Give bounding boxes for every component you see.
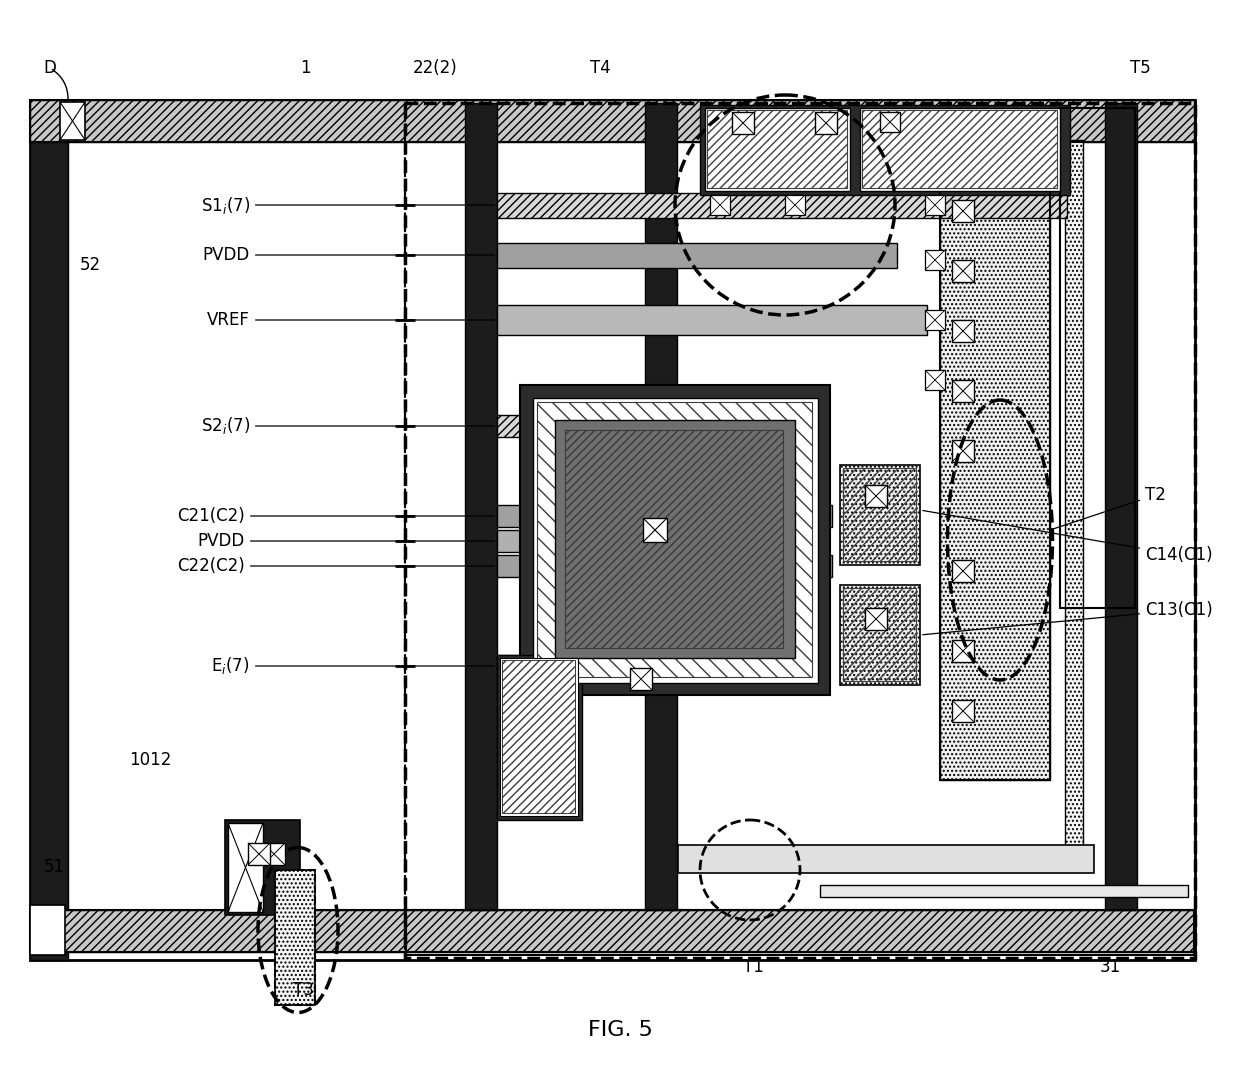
Bar xyxy=(580,660,720,682)
Text: FIG. 5: FIG. 5 xyxy=(588,1020,652,1040)
Bar xyxy=(497,415,722,437)
Text: S1$_i$(7): S1$_i$(7) xyxy=(201,195,495,216)
Bar xyxy=(940,140,1050,780)
Bar xyxy=(925,195,945,215)
Bar xyxy=(952,200,973,222)
Bar xyxy=(500,659,578,816)
Text: 1: 1 xyxy=(300,59,310,77)
Bar xyxy=(711,195,730,215)
Text: 51: 51 xyxy=(43,858,64,876)
Text: PVDD: PVDD xyxy=(203,246,495,264)
Text: T4: T4 xyxy=(590,59,610,77)
Bar xyxy=(405,103,1195,958)
Bar xyxy=(30,905,64,955)
Bar xyxy=(866,485,887,507)
Bar xyxy=(839,585,920,685)
Bar xyxy=(30,910,1195,952)
Bar xyxy=(497,243,897,268)
Bar xyxy=(862,110,1056,188)
Text: VREF: VREF xyxy=(207,311,495,329)
Bar xyxy=(1065,140,1083,859)
Bar xyxy=(843,588,916,681)
Bar xyxy=(520,385,830,695)
Bar xyxy=(732,112,754,134)
Bar xyxy=(678,845,1094,873)
Bar xyxy=(952,320,973,342)
Bar xyxy=(30,910,1195,952)
Text: C22(C2): C22(C2) xyxy=(177,557,495,575)
Bar xyxy=(880,112,900,131)
Bar xyxy=(1060,108,1135,608)
Bar xyxy=(843,468,916,561)
Text: T3: T3 xyxy=(293,981,314,1000)
Bar xyxy=(497,655,582,820)
Text: 1012: 1012 xyxy=(129,752,171,769)
Bar xyxy=(706,108,849,191)
Bar xyxy=(497,655,746,677)
Bar xyxy=(497,555,832,577)
Bar xyxy=(952,379,973,402)
Bar xyxy=(820,885,1188,897)
Bar xyxy=(644,518,667,542)
Text: D: D xyxy=(43,59,57,77)
Bar xyxy=(556,420,795,659)
Text: S2$_i$(7): S2$_i$(7) xyxy=(201,416,495,436)
Bar xyxy=(645,103,677,910)
Bar xyxy=(30,100,1195,142)
Bar xyxy=(228,823,263,912)
Bar xyxy=(952,440,973,462)
Bar xyxy=(275,870,315,1005)
Bar xyxy=(497,530,742,552)
Bar xyxy=(405,910,1194,955)
Text: C21(C2): C21(C2) xyxy=(177,507,495,525)
Bar xyxy=(630,668,652,690)
Text: 52: 52 xyxy=(79,255,100,274)
Bar xyxy=(952,700,973,722)
Bar xyxy=(925,250,945,270)
Text: C13(C1): C13(C1) xyxy=(923,601,1213,635)
Bar xyxy=(952,640,973,662)
Bar xyxy=(866,608,887,630)
Bar xyxy=(1105,103,1137,910)
Bar xyxy=(60,102,86,140)
Bar xyxy=(925,310,945,330)
Bar xyxy=(537,402,812,677)
Bar xyxy=(707,110,847,188)
Bar xyxy=(861,108,1060,191)
Bar xyxy=(925,370,945,390)
Text: T1: T1 xyxy=(743,958,764,976)
Bar xyxy=(839,465,920,566)
Bar xyxy=(224,820,300,915)
Text: C14(C1): C14(C1) xyxy=(923,511,1213,564)
Text: 31: 31 xyxy=(1100,958,1121,976)
Bar xyxy=(815,112,837,134)
Bar xyxy=(30,100,68,960)
Bar xyxy=(785,195,805,215)
Bar xyxy=(465,103,497,910)
Bar xyxy=(701,105,1070,195)
Bar xyxy=(940,140,1050,780)
Text: T2: T2 xyxy=(1053,486,1166,529)
Text: E$_i$(7): E$_i$(7) xyxy=(212,655,495,677)
Bar xyxy=(952,260,973,282)
Bar xyxy=(952,560,973,582)
Bar xyxy=(565,430,782,648)
Bar xyxy=(533,398,818,683)
Text: PVDD: PVDD xyxy=(197,532,495,549)
Text: T5: T5 xyxy=(1130,59,1151,77)
Bar xyxy=(502,660,575,814)
Bar xyxy=(248,843,270,865)
Bar xyxy=(275,870,315,1005)
Bar xyxy=(497,193,1066,218)
Bar xyxy=(263,843,285,865)
Bar xyxy=(30,100,1195,142)
Bar xyxy=(30,100,1195,960)
Text: 22(2): 22(2) xyxy=(413,59,458,77)
Bar xyxy=(497,305,928,335)
Bar xyxy=(497,505,832,527)
